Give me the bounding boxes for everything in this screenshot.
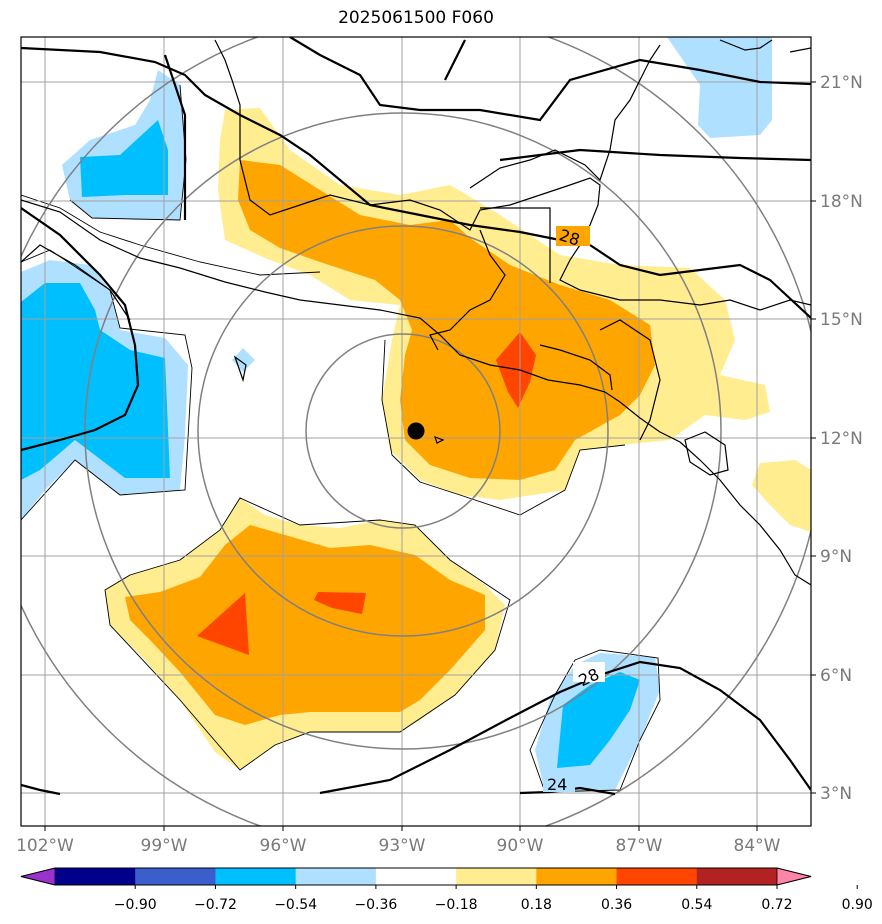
lon-label-93w: 93°W bbox=[379, 836, 426, 856]
latitude-axis: 21°N 18°N 15°N 12°N 9°N 6°N 3°N bbox=[811, 73, 863, 804]
guatemala-belize-border bbox=[429, 207, 551, 351]
nicaragua-lake bbox=[684, 431, 729, 476]
negative-anomaly-northeast bbox=[667, 37, 772, 138]
sst-contour-southwest-corner bbox=[21, 783, 61, 796]
sst-contour-28-south bbox=[319, 660, 811, 795]
sst-contour-northeast bbox=[289, 37, 811, 122]
colorbar-tick-label: 0.54 bbox=[681, 897, 712, 913]
map-area: 28 28 24 bbox=[21, 37, 811, 826]
lat-label-6n: 6°N bbox=[820, 666, 852, 686]
sst-contours bbox=[21, 37, 811, 796]
lat-label-21n: 21°N bbox=[820, 73, 863, 93]
colorbar-tick-label: −0.18 bbox=[435, 897, 478, 913]
colorbar-tick-label: 0.90 bbox=[842, 897, 873, 913]
coastlines bbox=[21, 39, 811, 586]
lon-label-99w: 99°W bbox=[141, 836, 188, 856]
colorbar: −0.90 −0.72 −0.54 −0.36 −0.18 0.18 0.36 0.54 0.7… bbox=[20, 867, 873, 913]
colorbar-tick-label: −0.90 bbox=[114, 897, 157, 913]
lon-label-102w: 102°W bbox=[16, 836, 74, 856]
colorbar-cell bbox=[295, 868, 377, 885]
mexico-pacific-coast bbox=[21, 199, 811, 586]
lat-label-12n: 12°N bbox=[820, 429, 863, 449]
lon-label-87w: 87°W bbox=[616, 836, 663, 856]
positive-anomaly-north-mid bbox=[238, 160, 655, 480]
negative-anomaly-northwest-core bbox=[80, 120, 168, 197]
contour-label-24: 24 bbox=[547, 775, 567, 794]
colorbar-extend-low bbox=[20, 867, 56, 886]
colorbar-cell bbox=[375, 868, 457, 885]
colorbar-tick-label: 0.36 bbox=[601, 897, 632, 913]
storm-center-marker bbox=[407, 422, 425, 440]
lat-label-9n: 9°N bbox=[820, 547, 852, 567]
gulf-coast bbox=[214, 39, 811, 311]
lon-label-90w: 90°W bbox=[497, 836, 544, 856]
positive-anomaly-south-core-2 bbox=[314, 592, 366, 614]
contour-label-group: 28 28 24 bbox=[543, 225, 605, 794]
colorbar-cell bbox=[616, 868, 698, 885]
lat-label-15n: 15°N bbox=[820, 310, 863, 330]
south-mexico-coast bbox=[21, 244, 131, 321]
positive-anomaly-east bbox=[752, 460, 811, 532]
positive-anomaly-north-core bbox=[496, 332, 536, 408]
longitude-axis: 102°W 99°W 96°W 93°W 90°W 87°W 84°W bbox=[16, 826, 781, 856]
sst-contour-northwest-loop bbox=[163, 54, 187, 220]
map-title: 2025061500 F060 bbox=[338, 8, 494, 28]
colorbar-outline bbox=[20, 867, 812, 886]
lat-label-18n: 18°N bbox=[820, 192, 863, 212]
island-1 bbox=[233, 355, 247, 383]
colorbar-cell bbox=[456, 868, 537, 885]
colorbar-cell bbox=[135, 868, 216, 885]
colorbar-tick-label: 0.72 bbox=[761, 897, 792, 913]
map-frame bbox=[20, 36, 812, 827]
colorbar-tick-label: 0.18 bbox=[521, 897, 552, 913]
colorbar-extend-high bbox=[776, 867, 812, 886]
negative-anomaly-west-core bbox=[21, 283, 170, 480]
colorbar-cell bbox=[215, 868, 297, 885]
sst-contour-northeast-2 bbox=[499, 148, 811, 162]
colorbar-cell bbox=[55, 868, 136, 885]
colorbar-cells bbox=[20, 867, 812, 886]
colorbar-cell bbox=[536, 868, 618, 885]
lat-label-3n: 3°N bbox=[820, 784, 852, 804]
colorbar-tick-label: −0.36 bbox=[354, 897, 397, 913]
colorbar-tick-label: −0.72 bbox=[194, 897, 237, 913]
cuba-coast bbox=[719, 39, 811, 53]
yucatan-coast bbox=[469, 44, 661, 189]
lon-label-84w: 84°W bbox=[734, 836, 781, 856]
colorbar-cell bbox=[696, 868, 778, 885]
range-rings bbox=[21, 37, 811, 826]
sst-contour-west bbox=[21, 207, 140, 452]
positive-anomaly-south-core-1 bbox=[197, 593, 249, 655]
island-2 bbox=[434, 435, 445, 444]
colorbar-ticks bbox=[134, 885, 858, 889]
gridlines bbox=[21, 37, 811, 826]
sst-contour-28-north bbox=[21, 46, 811, 319]
colorbar-tick-label: −0.54 bbox=[274, 897, 317, 913]
colorbar-labels: −0.90 −0.72 −0.54 −0.36 −0.18 0.18 0.36 0.54 0.7… bbox=[114, 897, 873, 913]
central-america-borders bbox=[539, 319, 661, 441]
lon-label-96w: 96°W bbox=[260, 836, 307, 856]
